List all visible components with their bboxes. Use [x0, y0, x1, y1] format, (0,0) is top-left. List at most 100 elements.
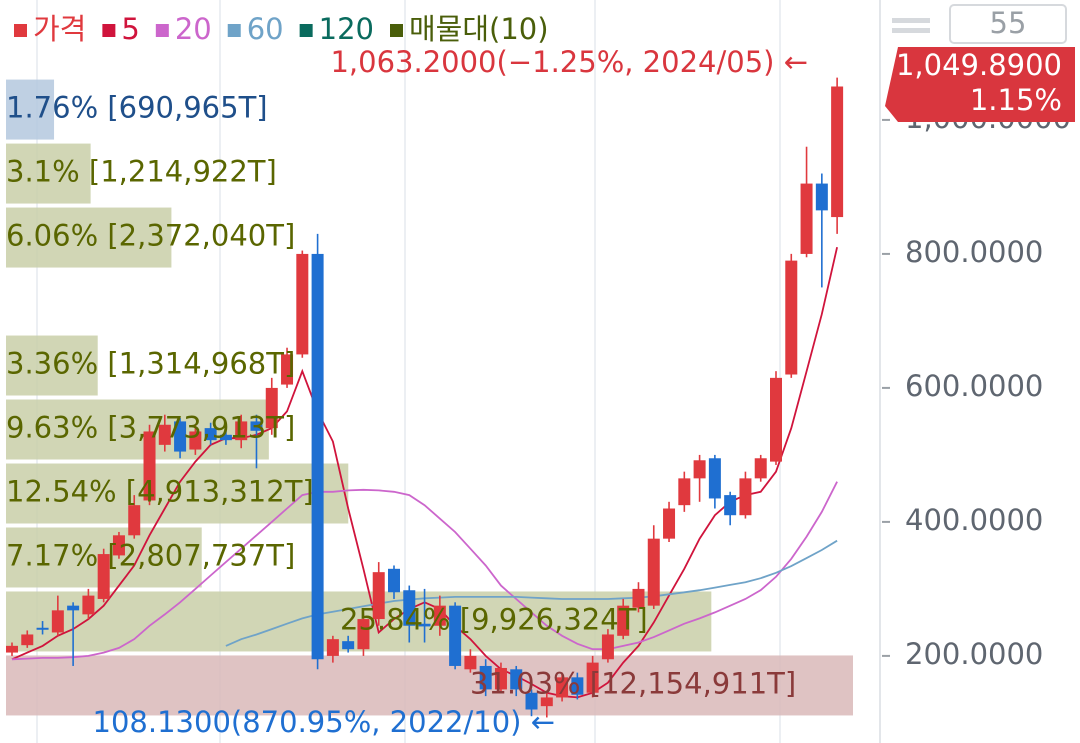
candle-body [311, 253, 324, 660]
candle-body [724, 495, 737, 516]
legend-swatch [299, 24, 313, 37]
candles [6, 77, 844, 718]
profile-label: 6.06% [2,372,040T] [6, 219, 295, 253]
candle-body [372, 572, 385, 620]
candle-body [342, 641, 355, 650]
candle-body [739, 478, 752, 516]
high-annotation: 1,063.2000(−1.25%, 2024/05) ← [330, 45, 808, 79]
profile-bar [6, 143, 91, 204]
legend-label: 120 [319, 12, 374, 46]
legend-label: 5 [121, 12, 139, 46]
profile-label: 25.84% [9,926,324T] [340, 602, 648, 636]
ma-line [225, 539, 838, 647]
candle-body [219, 434, 232, 441]
legend-swatch [390, 24, 403, 37]
profile-labels: 31.03% [12,154,911T] 25.84% [9,926,324T] 7… [6, 91, 796, 701]
profile-label: 31.03% [12,154,911T] [470, 666, 796, 700]
candle-body [586, 662, 599, 693]
candle-body [617, 605, 630, 636]
candle-body [296, 253, 309, 355]
y-tick-label: 400.0000 [905, 503, 1043, 537]
candle-body [36, 627, 49, 630]
ma-line [11, 481, 838, 661]
candle-body [815, 183, 828, 211]
candle-body [281, 354, 294, 385]
candle-body [357, 619, 370, 650]
candle-body [510, 669, 523, 690]
legend-label: 20 [175, 12, 212, 46]
candle-body [663, 508, 676, 539]
candle-body [464, 655, 477, 670]
candle-body [51, 610, 64, 633]
candle-body [67, 605, 80, 611]
candle-body [235, 421, 248, 441]
candle-body [831, 86, 844, 218]
candle-body [571, 677, 584, 695]
candle-body [112, 535, 125, 556]
candle-body [770, 377, 782, 462]
candle-body [21, 634, 34, 646]
legend-swatch [227, 24, 241, 37]
profile-bar [6, 335, 98, 396]
profile-bar [6, 655, 853, 716]
candle-body [388, 568, 400, 593]
candle-body [403, 590, 416, 626]
candle-body [494, 667, 507, 690]
legend-swatch [102, 24, 116, 37]
count-label: 55 [990, 6, 1027, 40]
candle-body [433, 605, 446, 626]
legend-label: 매물대(10) [409, 12, 549, 46]
y-tick-label: 800.0000 [905, 235, 1043, 269]
candle-body [265, 387, 278, 429]
candle-body [82, 595, 95, 615]
candle-body [158, 424, 171, 445]
profile-bar [6, 79, 55, 140]
legend-swatch [155, 24, 169, 37]
price-tag-value: 1,049.8900 [896, 48, 1062, 82]
profile-bar [6, 207, 172, 268]
candle-body [97, 554, 110, 599]
legend-label: 60 [247, 12, 284, 46]
profile-label: 12.54% [4,913,312T] [6, 475, 314, 509]
price-tag [885, 47, 1075, 122]
profile-bar [6, 463, 349, 524]
profile-label: 7.17% [2,807,737T] [6, 538, 295, 572]
candle-body [204, 428, 217, 441]
candle-body [189, 431, 202, 450]
candle-body [479, 665, 492, 690]
profile-label: 1.76% [690,965T] [6, 91, 268, 125]
candle-body [556, 677, 569, 698]
y-tick-label: 200.0000 [905, 637, 1043, 671]
legend: 가격 5 20 60 120 매물대(10) [14, 12, 549, 46]
profile-label: 9.63% [3,773,913T] [6, 411, 295, 445]
candle-body [647, 538, 660, 606]
candle-body [525, 692, 538, 710]
candle-body [143, 431, 156, 501]
candle-body [601, 634, 614, 660]
y-tick-label: 600.0000 [905, 369, 1043, 403]
candle-body [540, 697, 553, 707]
legend-label: 가격 [33, 12, 86, 46]
count-box[interactable] [949, 4, 1067, 44]
menu-icon[interactable] [892, 18, 930, 33]
candle-body [678, 478, 691, 506]
candle-body [800, 183, 813, 254]
profile-label: 3.1% [1,214,922T] [6, 155, 277, 189]
candle-body [708, 458, 721, 499]
price-tag-change: 1.15% [970, 83, 1062, 117]
candle-body [128, 505, 141, 536]
candle-body [250, 421, 263, 431]
candle-body [418, 623, 431, 627]
candle-body [693, 460, 706, 479]
candle-body [6, 645, 18, 653]
candle-body [174, 421, 187, 452]
candle-body [785, 260, 798, 375]
low-annotation: 108.1300(870.95%, 2022/10) ← [93, 705, 555, 739]
candle-body [449, 605, 462, 666]
profile-bar [6, 399, 269, 460]
legend-swatch [14, 24, 27, 37]
candle-body [632, 588, 645, 608]
candle-body [326, 639, 339, 656]
candle-body [754, 458, 767, 479]
profile-label: 3.36% [1,314,968T] [6, 347, 295, 381]
